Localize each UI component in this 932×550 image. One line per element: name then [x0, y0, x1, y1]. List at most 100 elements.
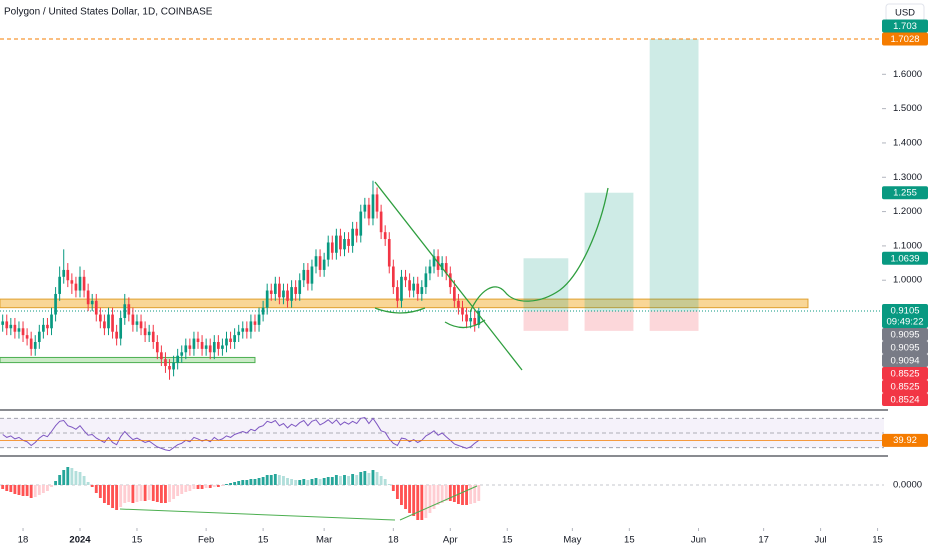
candle-body [383, 232, 387, 240]
macd-bar [212, 485, 216, 487]
x-tick-label: 18 [388, 535, 399, 546]
stop-label-bg [882, 379, 928, 393]
rsi-label: 39.92 [893, 435, 917, 446]
macd-bar [343, 475, 346, 485]
macd-bar [379, 476, 383, 485]
macd-bar [375, 472, 379, 485]
candle-body [261, 307, 265, 315]
candle-body [269, 290, 273, 294]
candle-body [50, 314, 53, 329]
candle-body [375, 194, 379, 212]
candle-body [314, 256, 318, 267]
macd-bar [204, 485, 208, 488]
x-tick-label: May [563, 535, 581, 546]
macd-bar [395, 485, 399, 499]
candle-body [37, 331, 41, 343]
line-price-label: 1.7028 [890, 34, 919, 45]
x-tick-label: Mar [316, 535, 332, 546]
macd-bar [220, 485, 224, 486]
candle-body [176, 355, 180, 363]
candle-body [107, 314, 110, 329]
macd-bar [164, 485, 167, 503]
candle-body [440, 263, 444, 270]
candle-body [322, 259, 326, 270]
macd-bar [216, 485, 220, 487]
x-tick-label: 15 [502, 535, 513, 546]
candle-body [347, 239, 350, 246]
entry-label-bg [882, 340, 928, 354]
macd-bar [58, 475, 62, 485]
candle-body [363, 204, 367, 212]
chart-title: Polygon / United States Dollar, 1D, COIN… [4, 7, 213, 18]
entry-label: 0.9095 [890, 329, 919, 340]
macd-bar [469, 485, 473, 504]
macd-bar [436, 485, 440, 505]
candle-body [155, 342, 159, 353]
macd-bar [318, 479, 322, 485]
macd-bar [322, 478, 326, 485]
candle-body [302, 269, 306, 281]
candle-body [168, 366, 171, 370]
candle-body [127, 304, 131, 315]
axis-labels: 1.6000 1.5000 1.4000 1.3000 1.2000 1.1000 1.00… [18, 19, 928, 546]
x-tick-label: 15 [872, 535, 883, 546]
macd-bar [131, 485, 135, 503]
macd-bar [404, 485, 407, 509]
macd-bar [391, 485, 395, 491]
macd-bar [306, 480, 310, 485]
macd-bar [277, 475, 281, 485]
currency[interactable]: USD [895, 8, 915, 19]
candle-body [111, 314, 114, 332]
macd-bar [290, 479, 294, 485]
target-label-bg [882, 19, 928, 33]
macd-bar [265, 475, 269, 485]
candle-body [335, 235, 338, 253]
candle-body [241, 328, 245, 332]
macd-bar [78, 472, 82, 485]
y-tick-label: 1.1000 [893, 240, 922, 251]
macd-bar [29, 485, 33, 498]
candle-body [367, 204, 371, 219]
candle-body [192, 338, 196, 349]
marks [0, 38, 886, 531]
candle-body [371, 194, 375, 219]
macd-bar [298, 480, 302, 485]
candle-body [428, 266, 432, 274]
candle-body [282, 290, 285, 298]
line-price-label-bg [882, 32, 928, 46]
low-arc [374, 307, 426, 314]
candle-body [416, 283, 420, 294]
macd-bar [147, 485, 151, 500]
candle-body [257, 314, 261, 325]
macd-bar [5, 485, 9, 491]
macd-bar [17, 485, 21, 495]
candle-body [29, 338, 33, 349]
candle-body [273, 283, 277, 294]
macd-bar [94, 485, 98, 493]
x-tick-label: 15 [258, 535, 269, 546]
candle-body [25, 335, 29, 339]
macd-bar [200, 485, 204, 489]
y-tick-label: 1.6000 [893, 69, 922, 80]
last-price-bg [882, 303, 928, 328]
entry-label: 0.9094 [890, 355, 919, 366]
divergence-line [399, 485, 478, 521]
candle-body [237, 331, 241, 336]
macd-bar [98, 485, 102, 498]
candle-body [143, 328, 147, 336]
candle-body [294, 287, 298, 294]
macd-bar [310, 479, 314, 485]
target-label: 1.255 [893, 188, 917, 199]
macd-bar [294, 480, 298, 485]
macd-bar [339, 476, 342, 485]
macd-bar [330, 477, 334, 485]
candle-body [424, 273, 428, 288]
candle-body [21, 328, 25, 336]
candle-body [151, 331, 155, 343]
macd-bar [127, 485, 131, 502]
x-tick-label: 15 [624, 535, 635, 546]
macd-bar [416, 485, 420, 520]
candle-body [212, 342, 216, 353]
target-label: 1.0639 [890, 253, 919, 264]
macd-bar [1, 485, 5, 489]
